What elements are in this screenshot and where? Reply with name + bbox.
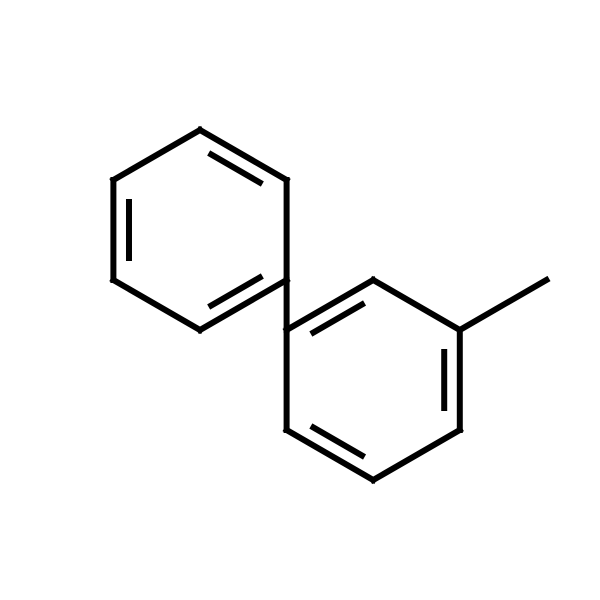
molecule-diagram [0,0,600,600]
